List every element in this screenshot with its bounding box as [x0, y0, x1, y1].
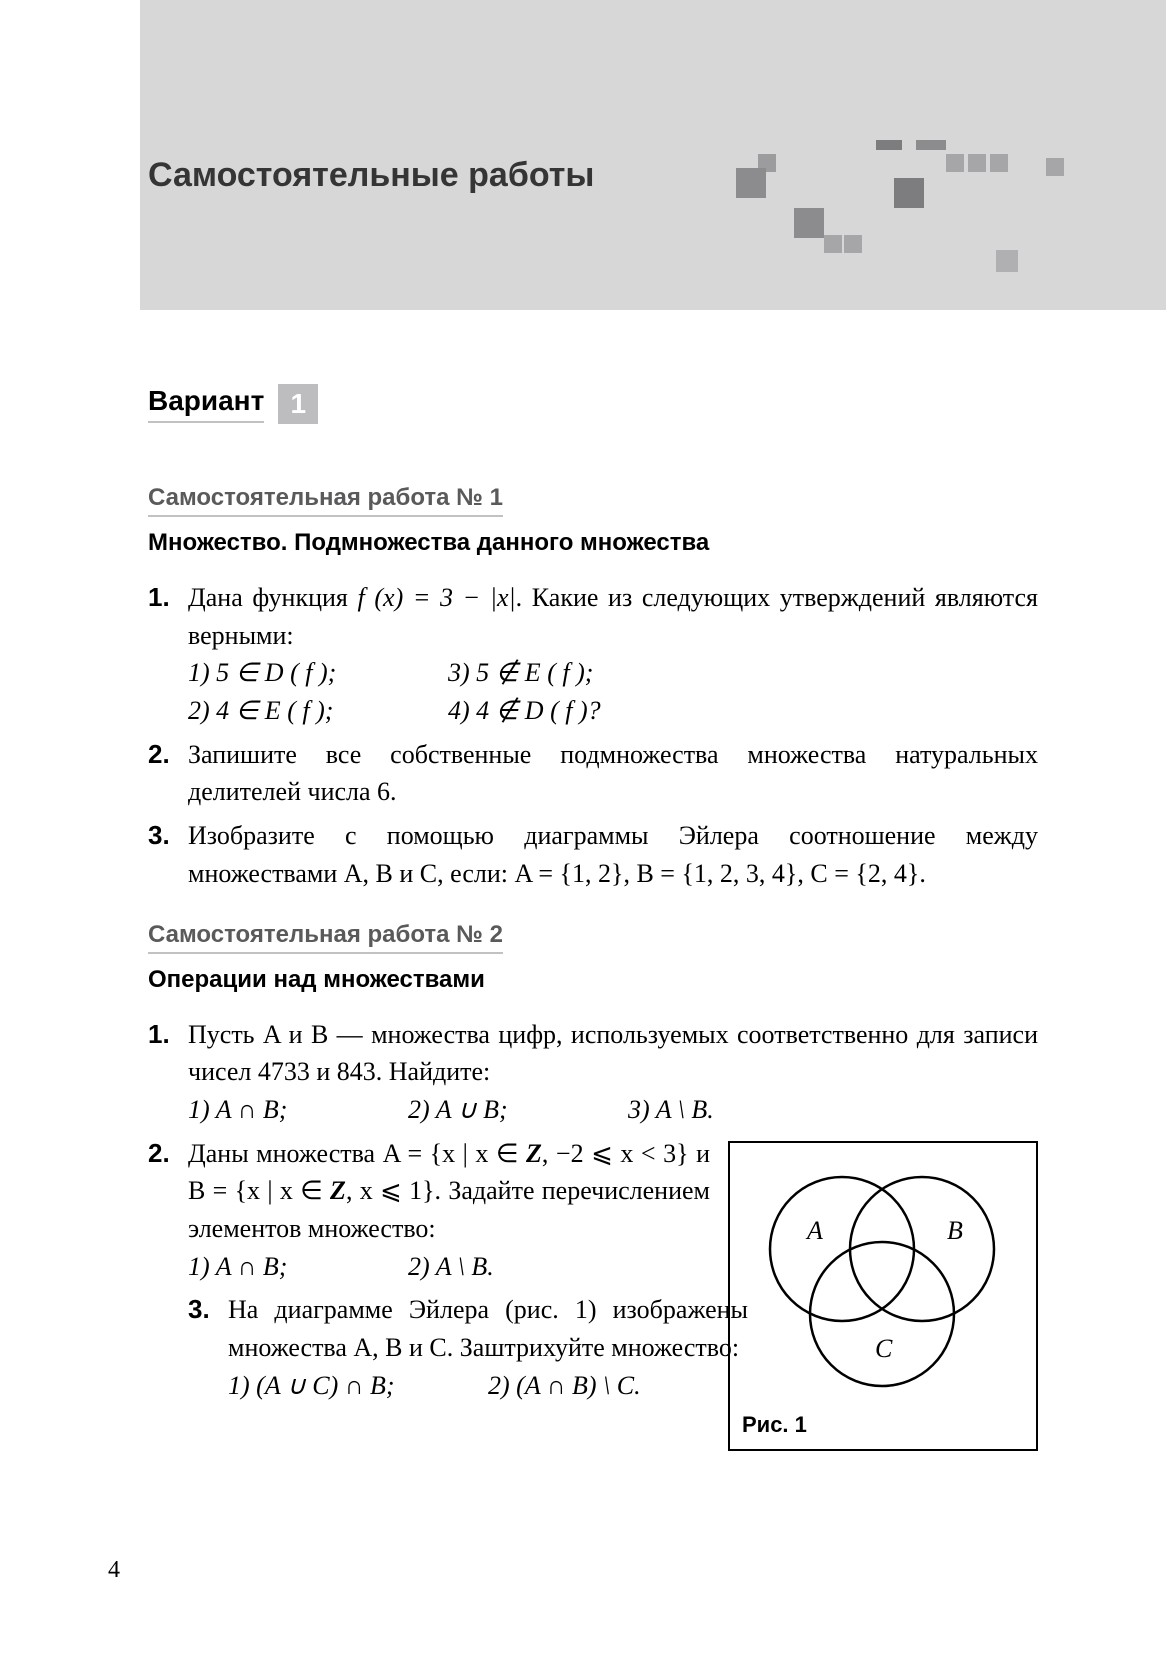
- problem-number: 3.: [188, 1291, 228, 1404]
- problem-1-2: 2. Запишите все собственные подмножества…: [148, 736, 1038, 811]
- problem-text: Дана функция: [188, 583, 358, 612]
- option: 2) (A ∩ B) \ C.: [488, 1367, 748, 1405]
- option: 3) 5 ∉ E ( f );: [448, 654, 708, 692]
- header-title: Самостоятельные работы: [148, 156, 594, 195]
- problem-2-1: 1. Пусть A и B — множества цифр, использ…: [148, 1016, 1038, 1129]
- problem-2-2-and-fig: 2. A B C Рис. 1 Даны множества A =: [148, 1135, 1038, 1452]
- option: 1) 5 ∈ D ( f );: [188, 654, 448, 692]
- problem-1-3: 3. Изобразите с помощью диаграммы Эйлера…: [148, 817, 1038, 892]
- content-body: Самостоятельная работа № 1 Множество. По…: [148, 484, 1038, 1457]
- variant-label: Вариант: [148, 385, 264, 423]
- option: 3) A \ B.: [628, 1091, 848, 1129]
- section-2: Самостоятельная работа № 2 Операции над …: [148, 921, 1038, 1452]
- page-number: 4: [108, 1557, 120, 1584]
- section1-title: Множество. Подмножества данного множеств…: [148, 529, 1038, 557]
- problem-number: 2.: [148, 736, 188, 811]
- venn-diagram-icon: A B C: [742, 1159, 1022, 1389]
- option: 2) 4 ∈ E ( f );: [188, 692, 448, 730]
- problem-1-1: 1. Дана функция f (x) = 3 − |x|. Какие и…: [148, 579, 1038, 730]
- page: Самостоятельные работы Вариант 1 Самосто…: [0, 0, 1166, 1654]
- problem-number: 1.: [148, 1016, 188, 1129]
- section-1: Самостоятельная работа № 1 Множество. По…: [148, 484, 1038, 893]
- figure-1: A B C Рис. 1: [728, 1141, 1038, 1452]
- section2-title: Операции над множествами: [148, 966, 1038, 994]
- problem-text: Пусть A и B — множества цифр, используем…: [188, 1020, 1038, 1087]
- variant-row: Вариант 1: [148, 384, 318, 424]
- option: 1) A ∩ B;: [188, 1091, 408, 1129]
- venn-label-c: C: [875, 1334, 893, 1363]
- variant-number-box: 1: [278, 384, 318, 424]
- problem-number: 2.: [148, 1135, 188, 1452]
- set-symbol: Z: [330, 1176, 346, 1205]
- problem-text: Запишите все собственные подмножества мн…: [188, 736, 1038, 811]
- option: 1) (A ∪ C) ∩ B;: [228, 1367, 488, 1405]
- section2-label: Самостоятельная работа № 2: [148, 921, 503, 954]
- set-symbol: Z: [526, 1139, 542, 1168]
- section1-label: Самостоятельная работа № 1: [148, 484, 503, 517]
- option: 2) A \ B.: [408, 1248, 668, 1286]
- problem-text: Даны множества A = {x | x ∈: [188, 1139, 526, 1168]
- option: 4) 4 ∉ D ( f )?: [448, 692, 708, 730]
- problem-text: Изобразите с помощью диаграммы Эйлера со…: [188, 821, 1038, 888]
- venn-label-b: B: [947, 1216, 963, 1245]
- option: 2) A ∪ B;: [408, 1091, 628, 1129]
- problem-number: 1.: [148, 579, 188, 730]
- problem-number: 3.: [148, 817, 188, 892]
- venn-label-a: A: [805, 1216, 823, 1245]
- formula: f (x) = 3 − |x|: [358, 583, 516, 612]
- option: 1) A ∩ B;: [188, 1248, 408, 1286]
- header-pixel-decor: [706, 130, 1126, 310]
- problem-text: На диаграмме Эйлера (рис. 1) изображены …: [228, 1295, 748, 1362]
- figure-caption: Рис. 1: [742, 1409, 1024, 1441]
